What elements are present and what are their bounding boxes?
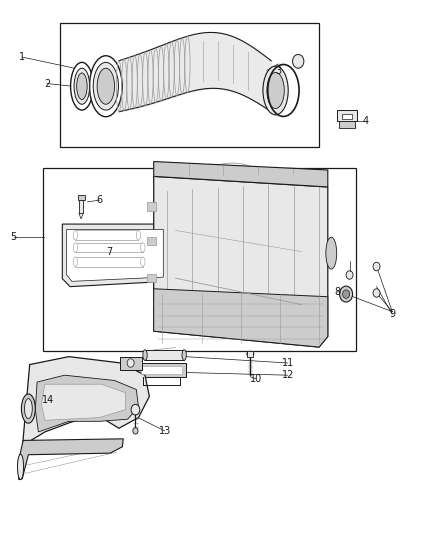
Ellipse shape [25,399,32,419]
Polygon shape [154,289,328,347]
Bar [141,366,182,374]
Text: 12: 12 [282,370,294,380]
Polygon shape [18,439,123,480]
Circle shape [127,359,134,367]
Ellipse shape [143,350,147,360]
Ellipse shape [182,350,186,360]
Bar [75,230,138,240]
Bar [336,110,357,121]
Circle shape [133,427,138,434]
Ellipse shape [77,73,87,100]
Polygon shape [154,176,328,347]
Text: 1: 1 [19,52,25,62]
Ellipse shape [141,243,145,252]
Ellipse shape [18,454,24,480]
Ellipse shape [141,257,145,266]
Ellipse shape [267,72,284,109]
Text: 7: 7 [106,247,113,257]
Ellipse shape [326,237,337,269]
Circle shape [373,262,380,271]
Text: 13: 13 [159,426,171,436]
Bar [78,195,85,200]
Polygon shape [22,357,149,455]
Bar [342,114,352,119]
Bar [75,257,143,266]
Text: 3: 3 [275,67,281,76]
Circle shape [293,54,304,68]
Bar [147,203,156,211]
Circle shape [131,405,140,415]
Bar [75,243,143,252]
Ellipse shape [71,62,93,110]
Bar [43,168,356,351]
Ellipse shape [263,66,288,115]
Bar [247,351,253,357]
Polygon shape [62,224,167,287]
Bar [79,200,83,214]
Polygon shape [42,384,125,420]
Circle shape [339,286,353,302]
Text: 5: 5 [11,232,17,243]
Text: 8: 8 [334,287,340,297]
Text: 4: 4 [362,116,368,126]
Polygon shape [35,375,138,432]
Bar [136,363,186,377]
Ellipse shape [97,68,115,104]
Ellipse shape [21,394,35,423]
Ellipse shape [136,230,141,240]
Bar [60,22,319,147]
Polygon shape [79,214,83,219]
Text: 14: 14 [42,395,54,405]
Text: 9: 9 [389,309,395,319]
Ellipse shape [247,351,254,357]
Circle shape [373,289,380,297]
Text: 2: 2 [44,78,50,88]
Ellipse shape [73,230,78,240]
Polygon shape [67,229,163,281]
Bar [147,274,156,282]
Bar [120,357,141,370]
Text: 10: 10 [250,374,262,384]
Bar [147,237,156,245]
Bar [145,350,184,360]
Ellipse shape [73,243,78,252]
Circle shape [346,271,353,279]
Circle shape [343,290,350,298]
Polygon shape [154,161,328,187]
Bar [339,120,355,127]
Ellipse shape [89,56,122,117]
Ellipse shape [93,62,118,110]
Ellipse shape [74,68,90,104]
Text: 11: 11 [282,358,294,368]
Ellipse shape [73,257,78,266]
Text: 6: 6 [96,195,102,205]
